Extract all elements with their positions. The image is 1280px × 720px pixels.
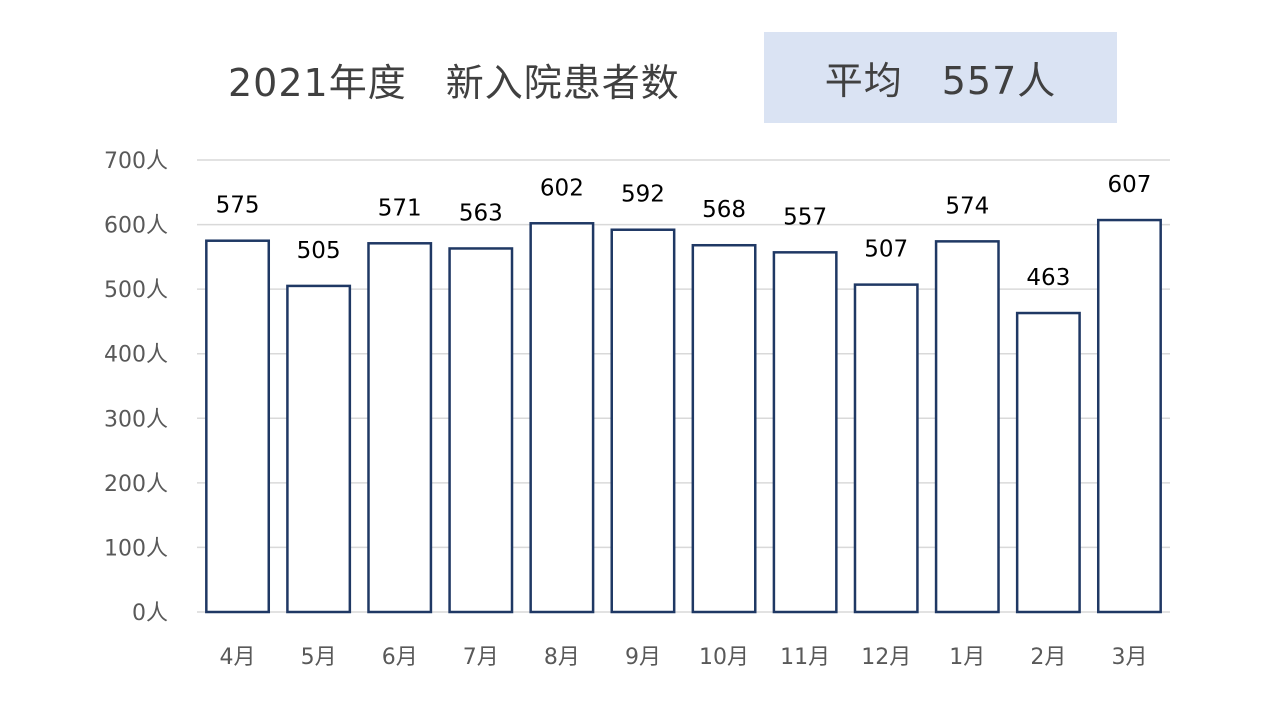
bars (205, 218, 1162, 614)
data-label: 607 (1108, 172, 1152, 198)
bar (934, 240, 1000, 614)
bar (610, 228, 676, 614)
x-category-label: 7月 (463, 645, 499, 670)
bar (1015, 311, 1081, 614)
bar (691, 243, 757, 614)
data-label: 563 (459, 200, 503, 226)
x-axis-categories: 4月 5月 6月 7月 8月 9月 10月 11月 12月 1月 2月 3月 (220, 645, 1148, 670)
x-category-label: 11月 (780, 645, 830, 670)
bar (1096, 218, 1162, 614)
data-label: 602 (540, 175, 584, 201)
y-tick-label: 100人 (104, 536, 168, 561)
y-axis-ticks: 0人 100人 200人 300人 400人 500人 600人 700人 (104, 149, 168, 626)
y-tick-label: 500人 (104, 278, 168, 303)
x-category-label: 9月 (625, 645, 661, 670)
data-label: 463 (1026, 265, 1070, 291)
x-category-label: 3月 (1111, 645, 1147, 670)
gridlines (197, 159, 1170, 613)
x-category-label: 12月 (861, 645, 911, 670)
data-label: 557 (783, 204, 827, 230)
data-label: 592 (621, 182, 665, 208)
data-labels: 575 505 571 563 602 592 568 557 507 574 463 607 (216, 172, 1152, 291)
y-tick-label: 600人 (104, 214, 168, 239)
data-label: 575 (216, 193, 260, 219)
x-category-label: 8月 (544, 645, 580, 670)
bar (367, 242, 433, 614)
bar (529, 222, 595, 614)
bar (853, 283, 919, 614)
x-category-label: 2月 (1030, 645, 1066, 670)
y-tick-label: 400人 (104, 343, 168, 368)
y-tick-label: 200人 (104, 472, 168, 497)
y-tick-label: 300人 (104, 407, 168, 432)
data-label: 507 (864, 237, 908, 263)
bar (286, 284, 352, 614)
x-category-label: 10月 (699, 645, 749, 670)
bar (772, 251, 838, 614)
average-box: 平均 557人 (764, 32, 1117, 123)
y-tick-label: 700人 (104, 149, 168, 174)
chart-title: 2021年度 新入院患者数 (228, 61, 680, 105)
average-label: 平均 557人 (824, 59, 1057, 103)
bar (205, 239, 271, 614)
x-category-label: 6月 (382, 645, 418, 670)
x-category-label: 4月 (220, 645, 256, 670)
data-label: 571 (378, 195, 422, 221)
data-label: 568 (702, 197, 746, 223)
y-tick-label: 0人 (132, 601, 168, 626)
x-category-label: 1月 (949, 645, 985, 670)
data-label: 505 (297, 238, 341, 264)
x-category-label: 5月 (301, 645, 337, 670)
data-label: 574 (945, 193, 989, 219)
bar (448, 247, 514, 614)
